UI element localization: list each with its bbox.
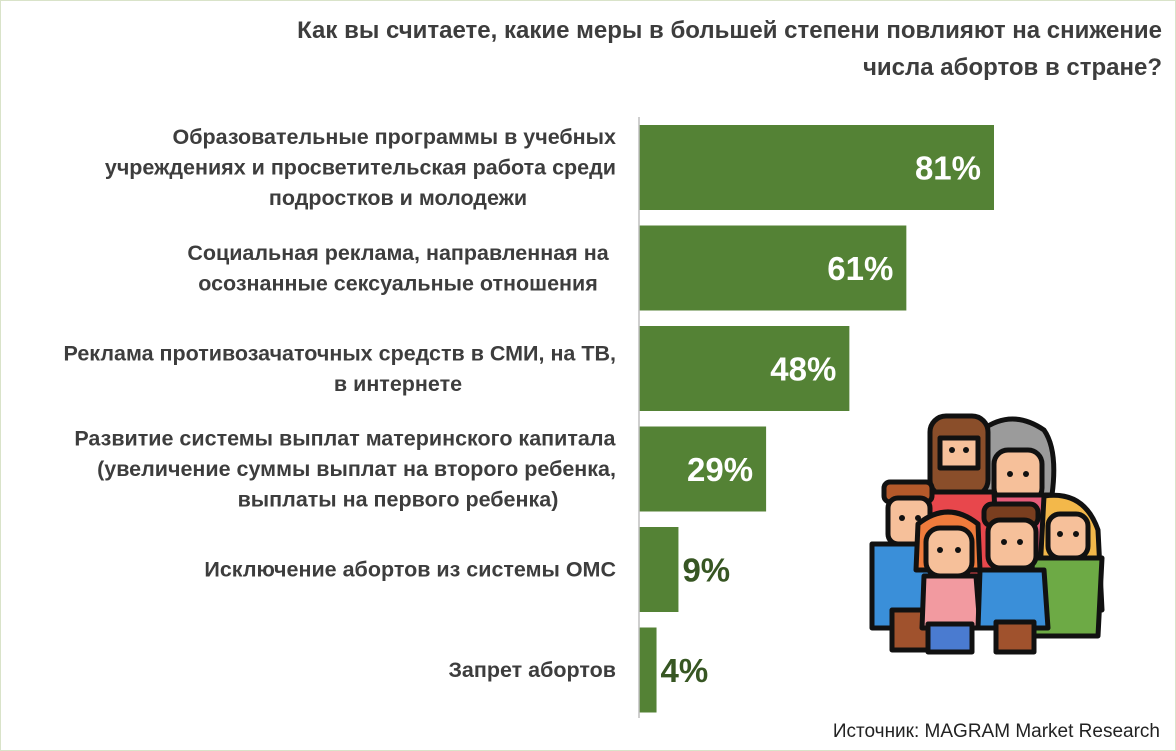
bar-4 [639,426,767,512]
data-label-5: 9% [682,552,730,589]
data-label-1: 81% [915,150,981,187]
category-label-1-line-3: подростков и молодежи [269,186,527,210]
family-icon [862,410,1112,660]
category-label-1-line-2: учреждениях и просветительская работа ср… [105,156,616,180]
data-label-3: 48% [770,351,836,388]
chart-title: Как вы считаете, какие меры в большей ст… [162,12,1162,86]
bar-5 [639,527,679,612]
bar-6 [639,627,657,713]
data-label-2: 61% [827,250,893,287]
bar-1 [639,125,994,210]
category-label-6-line-1: Запрет абортов [448,658,616,682]
data-label-4: 29% [687,451,753,488]
bar-2 [639,225,907,311]
category-label-2-line-2: осознанные сексуальные отношения [198,271,598,295]
category-label-4-line-1: Развитие системы выплат материнского кап… [74,427,616,451]
category-label-4-line-2: (увеличение суммы выплат на второго ребе… [97,457,616,481]
source-note: Источник: MAGRAM Market Research [832,721,1160,742]
category-label-3-line-2: в интернете [334,372,462,396]
category-label-2-line-1: Социальная реклама, направленная на [187,241,609,265]
category-label-1-line-1: Образовательные программы в учебных [172,125,616,149]
bar-3 [639,326,850,411]
chart-title-line-1: Как вы считаете, какие меры в большей ст… [297,17,1162,44]
category-label-4-line-3: выплаты на первого ребенка) [238,488,559,512]
chart-title-line-2: числа абортов в стране? [862,54,1162,81]
category-label-3-line-1: Реклама противозачаточных средств в СМИ,… [64,341,616,365]
data-label-6: 4% [661,652,709,689]
category-label-5-line-1: Исключение абортов из системы ОМС [204,558,616,582]
